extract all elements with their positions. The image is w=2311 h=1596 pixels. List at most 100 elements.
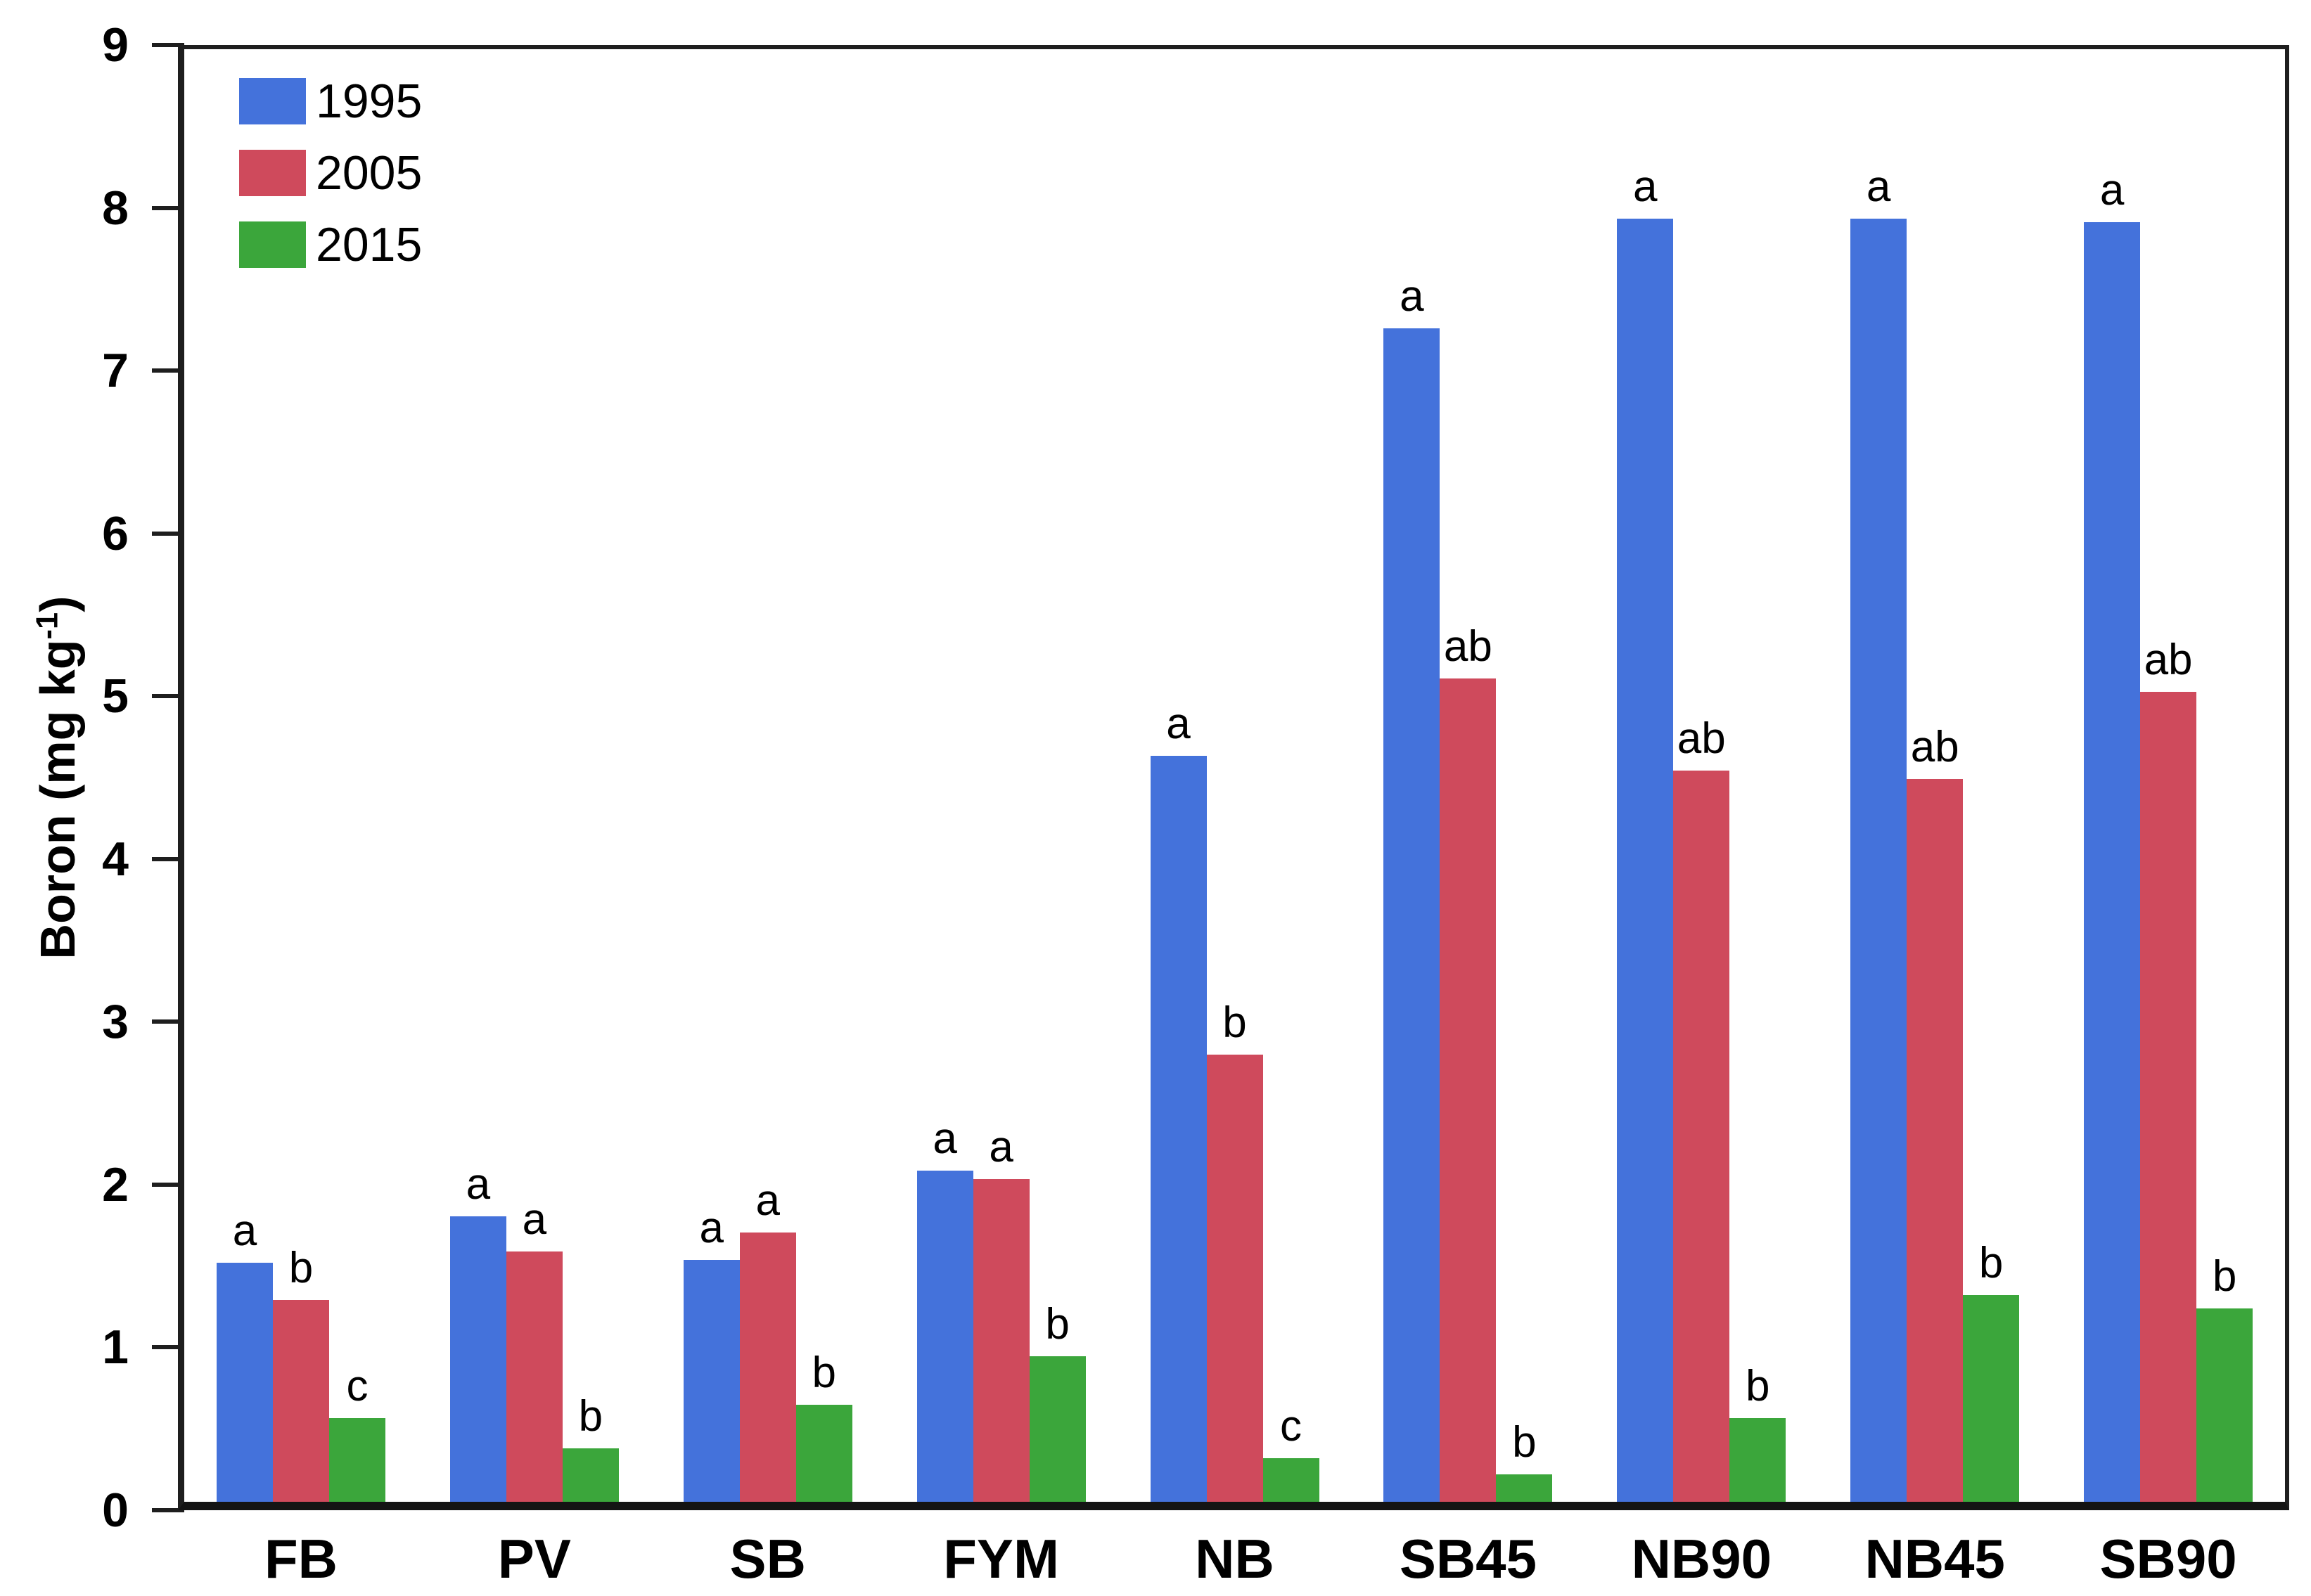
- bar-1995-FYM: [916, 1171, 973, 1502]
- x-tick-label-NB45: NB45: [1864, 1528, 2005, 1590]
- bar-2015-SB90: [2196, 1308, 2253, 1502]
- bar-group-FB: a b c FB: [184, 49, 418, 1586]
- sig-letter-1995-NB45: a: [1866, 162, 1891, 212]
- sig-letter-2015-NB: c: [1280, 1402, 1302, 1451]
- bar-slot-1995-SB: a: [683, 49, 740, 1502]
- bar-2015-SB45: [1496, 1474, 1553, 1502]
- y-tick-8: [152, 205, 184, 210]
- legend-swatch-1995: [239, 78, 306, 124]
- bar-2005-SB: [739, 1232, 796, 1502]
- bar-slot-2015-SB: b: [795, 49, 852, 1502]
- y-axis: 0 1 2 3 4 5 6 7 8 9: [0, 21, 184, 1534]
- bar-2015-FYM: [1029, 1356, 1086, 1502]
- bar-2005-PV: [506, 1251, 563, 1502]
- y-tick-9: [152, 43, 184, 47]
- bar-2005-SB90: [2140, 691, 2197, 1502]
- bar-slot-1995-PV: a: [449, 49, 506, 1502]
- y-tick-1: [152, 1345, 184, 1350]
- bar-1995-SB: [683, 1259, 740, 1502]
- bar-slot-2015-NB: c: [1262, 49, 1319, 1502]
- sig-letter-1995-FYM: a: [933, 1114, 957, 1164]
- legend-item-1995: 1995: [239, 77, 422, 125]
- bar-slot-2005-SB: a: [739, 49, 796, 1502]
- legend: 1995 2005 2015: [239, 77, 422, 292]
- y-tick-label-4: 4: [102, 832, 129, 886]
- plot-area: a b c FB a a b PV a a b SB a a b FYM a b c NB a ab b SB45 a ab b NB…: [178, 45, 2289, 1586]
- legend-label-1995: 1995: [316, 75, 423, 128]
- bar-group-SB45: a ab b SB45: [1351, 49, 1585, 1586]
- bar-slot-2005-FB: b: [272, 49, 329, 1502]
- sig-letter-2005-NB: b: [1222, 998, 1247, 1048]
- y-tick-2: [152, 1182, 184, 1187]
- bar-1995-FB: [216, 1263, 273, 1502]
- bar-slot-1995-NB: a: [1150, 49, 1207, 1502]
- legend-swatch-2015: [239, 221, 306, 268]
- y-tick-label-3: 3: [102, 995, 129, 1049]
- y-tick-label-9: 9: [102, 18, 129, 72]
- y-tick-6: [152, 531, 184, 536]
- y-tick-3: [152, 1019, 184, 1024]
- y-tick-label-5: 5: [102, 669, 129, 723]
- y-tick-4: [152, 856, 184, 861]
- legend-label-2005: 2005: [316, 146, 423, 200]
- bar-slot-1995-NB45: a: [1850, 49, 1907, 1502]
- bar-slot-1995-NB90: a: [1617, 49, 1674, 1502]
- bar-slot-2005-SB45: ab: [1440, 49, 1497, 1502]
- bars-layer: a b c FB a a b PV a a b SB a a b FYM a b c NB a ab b SB45 a ab b NB…: [184, 49, 2285, 1586]
- bar-slot-2005-NB: b: [1206, 49, 1263, 1502]
- sig-letter-2005-FB: b: [288, 1244, 314, 1293]
- x-tick-label-SB: SB: [729, 1528, 806, 1590]
- x-tick-label-SB90: SB90: [2099, 1528, 2237, 1590]
- bar-group-NB45: a ab b NB45: [1818, 49, 2051, 1586]
- bar-group-SB90: a ab b SB90: [2051, 49, 2285, 1586]
- x-tick-label-FB: FB: [264, 1528, 338, 1590]
- x-tick-label-SB45: SB45: [1399, 1528, 1537, 1590]
- bar-slot-2005-NB45: ab: [1907, 49, 1964, 1502]
- bar-2015-PV: [562, 1448, 619, 1502]
- sig-letter-2005-PV: a: [522, 1195, 547, 1244]
- sig-letter-1995-PV: a: [466, 1159, 491, 1209]
- bar-slot-2005-NB90: ab: [1673, 49, 1730, 1502]
- x-tick-label-NB90: NB90: [1631, 1528, 1772, 1590]
- y-tick-5: [152, 694, 184, 699]
- bar-slot-2015-SB45: b: [1496, 49, 1553, 1502]
- bar-slot-2005-SB90: ab: [2140, 49, 2197, 1502]
- sig-letter-2015-PV: b: [578, 1392, 603, 1441]
- bar-1995-SB45: [1383, 328, 1440, 1502]
- y-tick-label-6: 6: [102, 506, 129, 560]
- bar-2005-NB90: [1673, 771, 1730, 1502]
- bar-2005-NB45: [1907, 778, 1964, 1502]
- bar-slot-1995-SB90: a: [2084, 49, 2141, 1502]
- bar-group-FYM: a a b FYM: [885, 49, 1118, 1586]
- y-tick-label-0: 0: [102, 1484, 129, 1537]
- legend-item-2005: 2005: [239, 149, 422, 197]
- sig-letter-2015-FYM: b: [1045, 1300, 1070, 1349]
- bar-2005-FB: [272, 1300, 329, 1502]
- sig-letter-2005-NB45: ab: [1910, 722, 1959, 771]
- bar-slot-2015-NB90: b: [1729, 49, 1786, 1502]
- bar-2015-NB90: [1729, 1417, 1786, 1502]
- sig-letter-2005-SB90: ab: [2144, 635, 2193, 684]
- legend-item-2015: 2015: [239, 221, 422, 269]
- sig-letter-2005-FYM: a: [989, 1122, 1013, 1171]
- bar-2015-NB: [1262, 1458, 1319, 1502]
- y-tick-label-7: 7: [102, 344, 129, 398]
- bar-group-SB: a a b SB: [651, 49, 885, 1586]
- bar-slot-2015-PV: b: [562, 49, 619, 1502]
- sig-letter-1995-SB45: a: [1400, 272, 1424, 321]
- sig-letter-1995-SB90: a: [2099, 165, 2125, 214]
- bar-slot-2005-PV: a: [506, 49, 563, 1502]
- bar-2005-SB45: [1440, 678, 1497, 1502]
- bar-1995-NB45: [1850, 219, 1907, 1502]
- sig-letter-1995-NB: a: [1166, 700, 1191, 749]
- sig-letter-1995-NB90: a: [1633, 162, 1658, 212]
- sig-letter-1995-FB: a: [232, 1206, 257, 1256]
- bar-2015-FB: [328, 1417, 385, 1502]
- sig-letter-2015-NB45: b: [1978, 1239, 2004, 1288]
- sig-letter-2015-FB: c: [346, 1361, 369, 1410]
- y-tick-label-1: 1: [102, 1320, 129, 1375]
- bar-group-NB90: a ab b NB90: [1585, 49, 1818, 1586]
- bar-group-NB: a b c NB: [1118, 49, 1352, 1586]
- legend-label-2015: 2015: [316, 218, 423, 271]
